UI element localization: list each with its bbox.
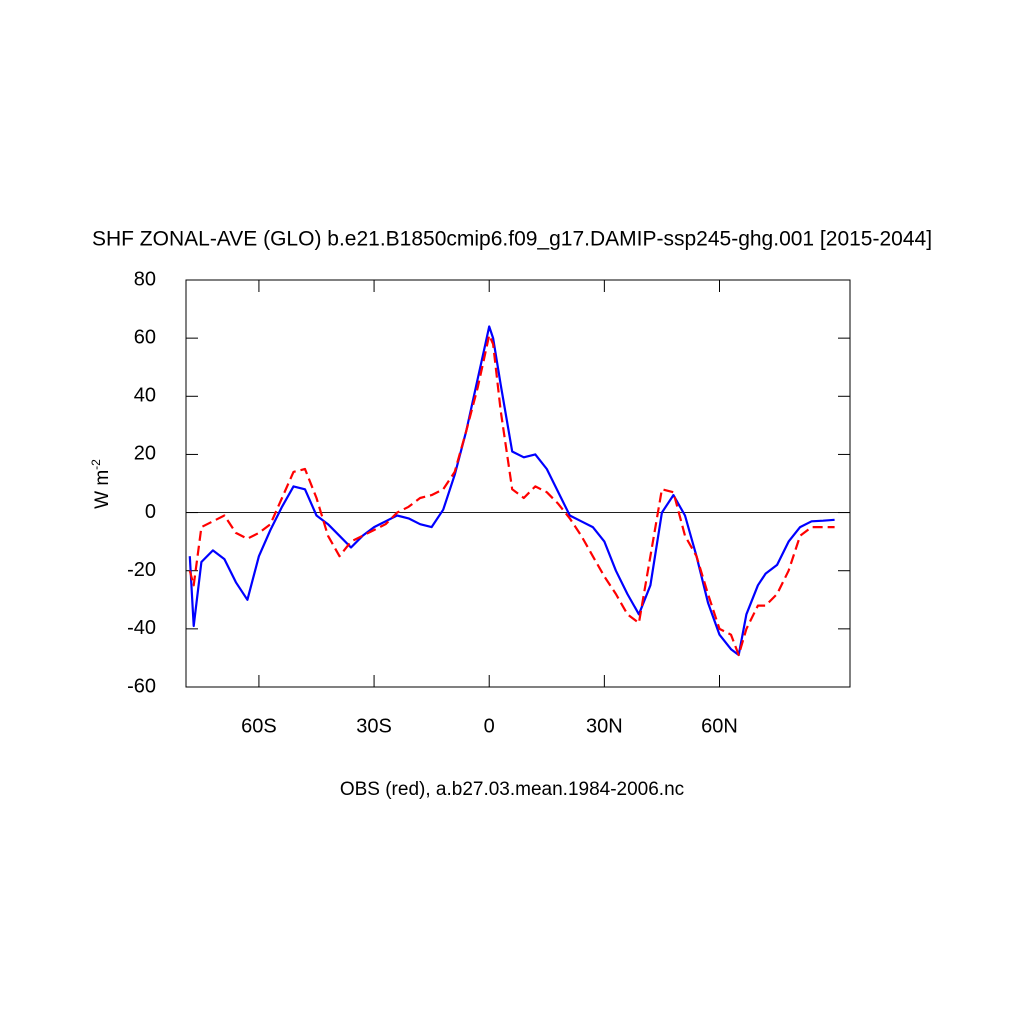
- y-tick-label: 20: [134, 443, 156, 465]
- series-line: [188, 325, 835, 657]
- x-tick-label: 30S: [356, 715, 392, 737]
- x-tick-label: 60S: [241, 715, 277, 737]
- x-tick-label: 60N: [701, 715, 738, 737]
- y-tick-label: 80: [134, 268, 156, 290]
- y-axis-label: W m-2: [89, 459, 113, 509]
- caption: OBS (red), a.b27.03.mean.1984-2006.nc: [340, 779, 684, 800]
- x-tick-label: 30N: [586, 715, 623, 737]
- y-tick-label: 40: [134, 385, 156, 407]
- y-tick-label: -20: [127, 559, 156, 581]
- series-line: [188, 334, 835, 657]
- y-label-main: W m: [92, 470, 113, 509]
- y-tick-label: -60: [127, 675, 156, 697]
- plot-frame: [185, 279, 851, 688]
- y-tick-label: 60: [134, 326, 156, 348]
- chart-title: SHF ZONAL-AVE (GLO) b.e21.B1850cmip6.f09…: [92, 228, 932, 251]
- y-label-text: W m-2: [89, 459, 113, 509]
- y-label-sup: -2: [89, 459, 103, 470]
- y-tick-label: -40: [127, 617, 156, 639]
- x-tick-label: 0: [484, 715, 495, 737]
- y-tick-label: 0: [145, 501, 156, 523]
